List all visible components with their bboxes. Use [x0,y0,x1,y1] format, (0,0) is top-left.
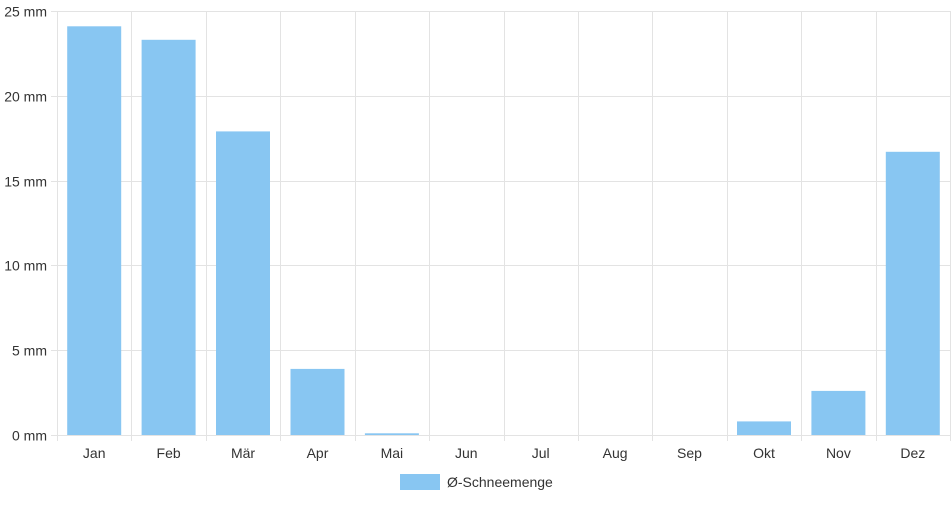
legend-label: Ø-Schneemenge [447,474,553,490]
bars-layer [67,26,940,436]
y-axis: 0 mm 5 mm 10 mm 15 mm 20 mm 25 mm [4,4,47,444]
x-tick-label: Nov [826,445,851,461]
x-tick-label: Feb [157,445,181,461]
legend[interactable]: Ø-Schneemenge [400,474,553,490]
x-tick-label: Aug [603,445,628,461]
bar-nov[interactable] [811,390,866,435]
x-tick-label: Jul [532,445,550,461]
y-tick-label: 5 mm [12,343,47,359]
y-tick-label: 0 mm [12,428,47,444]
y-tick-label: 10 mm [4,258,47,274]
y-tick-label: 15 mm [4,174,47,190]
bar-mai[interactable] [364,433,419,435]
y-tick-label: 25 mm [4,4,47,20]
x-tick-label: Okt [753,445,775,461]
bar-dez[interactable] [885,151,940,436]
bar-feb[interactable] [141,39,196,436]
bar-mär[interactable] [216,131,270,435]
bar-jan[interactable] [67,26,122,436]
x-tick-label: Apr [307,445,329,461]
x-tick-label: Mär [231,445,255,461]
x-tick-label: Sep [677,445,702,461]
x-tick-label: Mai [381,445,404,461]
grid-layer [51,11,951,441]
y-tick-label: 20 mm [4,89,47,105]
x-tick-label: Jun [455,445,478,461]
legend-swatch[interactable] [400,474,440,490]
x-tick-label: Jan [83,445,106,461]
x-tick-label: Dez [900,445,925,461]
x-axis: Jan Feb Mär Apr Mai Jun Jul Aug Sep Okt Nov Dez [83,445,925,461]
bar-okt[interactable] [737,421,791,435]
bar-apr[interactable] [290,368,345,435]
